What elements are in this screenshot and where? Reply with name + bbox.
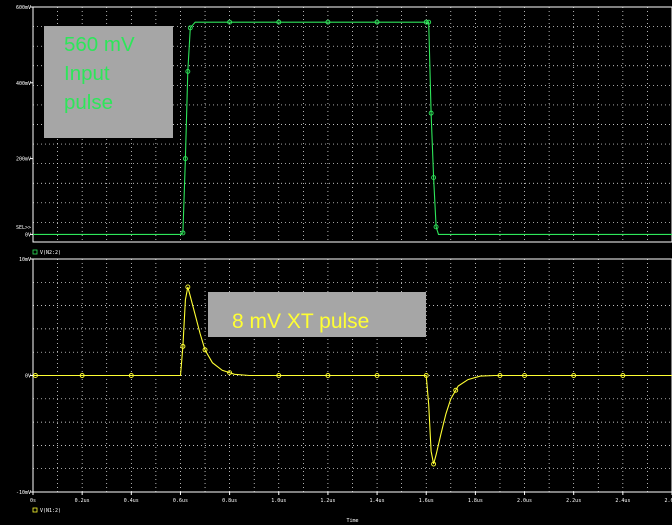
top-panel (30, 6, 672, 255)
top-panel-frame (32, 6, 672, 243)
x-tick-label: 1.6us (419, 498, 434, 504)
data-point-marker (433, 224, 439, 230)
x-tick-label: 0s (30, 498, 36, 504)
data-point-marker (423, 373, 429, 378)
series-line-V(N2:2) (33, 21, 672, 235)
x-tick-label: 1.2us (320, 498, 335, 504)
y-tick-label: 400mV (16, 81, 31, 87)
data-point-marker (276, 373, 282, 378)
input-annotation-line-1: 560 mV (64, 33, 135, 56)
data-point-marker (431, 175, 437, 181)
data-point-marker (431, 461, 437, 467)
input-annotation-line-3: pulse (64, 91, 114, 114)
data-point-marker (185, 284, 191, 290)
data-point-marker (128, 373, 134, 378)
x-tick-label: 1.8us (468, 498, 483, 504)
x-tick-label: 0.6us (173, 498, 188, 504)
data-point-marker (374, 373, 380, 378)
legend-label: V(N2:2) (40, 250, 61, 256)
x-tick-label: 2.2us (566, 498, 581, 504)
y-tick-label: -10mV (16, 490, 31, 496)
data-point-marker (453, 387, 459, 393)
data-point-marker (227, 19, 233, 25)
legend-swatch (32, 249, 38, 255)
data-point-marker (428, 110, 434, 116)
y-marker-label: SEL>> (16, 225, 31, 231)
data-point-marker (325, 19, 331, 25)
legend-label: V(N1:2) (40, 508, 61, 514)
x-tick-label: 2.6us (664, 498, 672, 504)
data-point-marker (185, 68, 191, 74)
data-point-marker (620, 373, 626, 378)
data-point-marker (202, 347, 208, 353)
data-point-marker (180, 343, 186, 349)
data-point-marker (522, 373, 527, 378)
y-tick-label: 200mV (16, 157, 31, 163)
crosstalk-annotation-text: 8 mV XT pulse (232, 310, 370, 333)
data-point-marker (497, 373, 503, 378)
data-point-marker (182, 156, 188, 162)
x-tick-label: 1.0us (271, 498, 286, 504)
data-point-marker (187, 25, 193, 31)
y-tick-label: 0V (25, 374, 31, 380)
data-point-marker (374, 19, 380, 25)
data-point-marker (571, 373, 577, 378)
input-annotation-line-2: Input (64, 62, 110, 85)
input-pulse-annotation: 560 mV Input pulse (44, 26, 173, 138)
y-tick-label: 10mV (19, 257, 31, 263)
y-tick-label: 600mV (16, 5, 31, 11)
data-point-marker (180, 230, 186, 236)
bottom-panel (30, 258, 672, 513)
crosstalk-pulse-annotation: 8 mV XT pulse (208, 292, 426, 337)
x-tick-label: 0.2us (75, 498, 90, 504)
y-tick-label: 0V (25, 232, 31, 238)
data-point-marker (33, 373, 38, 378)
x-tick-label: 2.0us (517, 498, 532, 504)
data-point-marker (79, 373, 85, 378)
x-tick-label: 2.4us (615, 498, 630, 504)
data-point-marker (227, 370, 233, 376)
data-point-marker (276, 19, 282, 25)
x-tick-label: 1.4us (370, 498, 385, 504)
legend-swatch (32, 507, 38, 513)
x-tick-label: 0.8us (222, 498, 237, 504)
x-tick-label: 0.4us (124, 498, 139, 504)
data-point-marker (426, 19, 432, 25)
data-point-marker (423, 19, 429, 25)
data-point-marker (325, 373, 331, 378)
x-axis-title: Time (346, 518, 358, 524)
